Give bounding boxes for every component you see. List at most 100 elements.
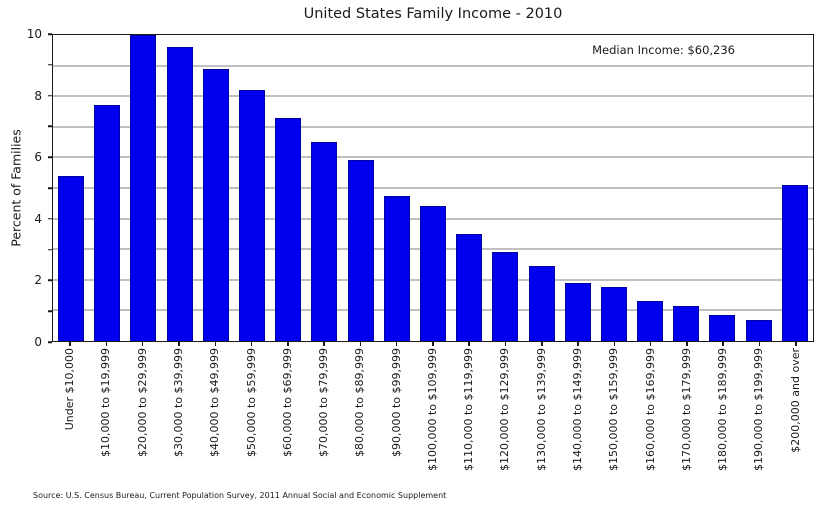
y-tick-mark (48, 156, 52, 158)
y-tick-label: 10 (26, 27, 42, 41)
bar-4 (202, 68, 229, 341)
bar-1 (94, 105, 121, 341)
x-tick-mark (432, 342, 434, 346)
x-tick-mark (504, 342, 507, 346)
x-tick-label: $70,000 to $79,999 (317, 348, 331, 458)
x-axis-labels: Under $10,000 $10,000 to $19,999 $20,000 t… (52, 342, 814, 471)
x-tick-mark (323, 342, 325, 346)
x-tick-label: Under $10,000 (63, 348, 77, 431)
x-slot: $130,000 to $139,999 (524, 342, 560, 471)
gridline (53, 126, 813, 128)
x-tick-mark (686, 342, 688, 346)
x-tick-mark (214, 342, 217, 346)
y-tick-mark (48, 125, 52, 128)
x-tick-mark (722, 342, 724, 346)
x-slot: $190,000 to $199,999 (741, 342, 777, 471)
x-tick-mark (359, 342, 362, 346)
x-slot: $10,000 to $19,999 (88, 342, 124, 471)
x-slot: Under $10,000 (52, 342, 88, 471)
x-slot: $140,000 to $149,999 (560, 342, 596, 471)
x-tick-mark (395, 342, 398, 346)
y-tick-label: 4 (34, 211, 42, 226)
bar-10 (419, 206, 446, 341)
bar-slot (234, 35, 270, 341)
bar-slot (560, 35, 596, 341)
bar-slot (125, 35, 161, 341)
bar-slot (53, 35, 89, 341)
gridline (53, 95, 813, 97)
bar-slot (704, 35, 740, 341)
y-tick-mark (48, 94, 52, 97)
x-tick-label: $170,000 to $179,999 (679, 348, 693, 472)
x-tick-label: $120,000 to $129,999 (498, 348, 512, 472)
x-slot: $170,000 to $179,999 (669, 342, 705, 471)
x-tick-mark (287, 342, 289, 346)
bar-13 (528, 266, 555, 341)
x-tick-mark (69, 342, 71, 346)
x-slot: $20,000 to $29,999 (125, 342, 161, 471)
x-tick-label: $10,000 to $19,999 (99, 348, 113, 458)
x-slot: $120,000 to $129,999 (487, 342, 523, 471)
bar-6 (275, 117, 302, 341)
x-tick-label: $100,000 to $109,999 (425, 348, 439, 472)
bar-7 (311, 142, 338, 341)
gridline (53, 156, 813, 158)
x-tick-mark (178, 342, 180, 346)
bar-20 (781, 184, 808, 341)
x-tick-label: $150,000 to $159,999 (607, 348, 621, 472)
x-tick-label: $40,000 to $49,999 (208, 348, 222, 458)
bar-slot (89, 35, 125, 341)
x-slot: $150,000 to $159,999 (596, 342, 632, 471)
chart-title: United States Family Income - 2010 (303, 6, 563, 22)
x-tick-label: $90,000 to $99,999 (389, 348, 403, 458)
bar-slot (777, 35, 813, 341)
bar-2 (130, 35, 157, 341)
x-tick-label: $60,000 to $69,999 (280, 348, 294, 458)
x-tick-mark (758, 342, 761, 346)
bar-18 (709, 315, 736, 341)
x-tick-mark (541, 342, 543, 346)
bar-slot (632, 35, 668, 341)
x-tick-mark (468, 342, 470, 346)
y-tick-mark (48, 248, 52, 251)
bar-slot (270, 35, 306, 341)
bars (53, 35, 813, 341)
x-tick-mark (795, 342, 797, 346)
x-tick-mark (105, 342, 108, 346)
y-tick-mark (48, 33, 52, 35)
bar-slot (741, 35, 777, 341)
x-slot: $70,000 to $79,999 (306, 342, 342, 471)
y-tick-label: 8 (34, 88, 42, 103)
x-slot: $180,000 to $189,999 (705, 342, 741, 471)
x-tick-label: $50,000 to $59,999 (244, 348, 258, 458)
bar-slot (198, 35, 234, 341)
median-income-annotation: Median Income: $60,236 (592, 43, 735, 57)
x-tick-mark (649, 342, 652, 346)
x-tick-label: $80,000 to $89,999 (353, 348, 367, 458)
bar-slot (523, 35, 559, 341)
y-tick-mark (48, 341, 52, 343)
x-slot: $30,000 to $39,999 (161, 342, 197, 471)
y-tick-mark (48, 279, 52, 282)
x-tick-label: $130,000 to $139,999 (534, 348, 548, 472)
y-tick-label: 6 (34, 150, 42, 165)
source-note: Source: U.S. Census Bureau, Current Popu… (33, 491, 447, 500)
bar-slot (451, 35, 487, 341)
bar-0 (58, 175, 85, 341)
bar-12 (492, 252, 519, 341)
bar-slot (343, 35, 379, 341)
bar-slot (415, 35, 451, 341)
bar-16 (637, 301, 664, 341)
y-axis: 0 2 4 6 8 10 (0, 27, 52, 349)
y-tick-mark (48, 64, 52, 66)
x-tick-mark (577, 342, 579, 346)
x-slot: $100,000 to $109,999 (415, 342, 451, 471)
bar-14 (564, 282, 591, 341)
bar-5 (239, 90, 266, 341)
bar-9 (383, 195, 410, 341)
x-tick-label: $20,000 to $29,999 (135, 348, 149, 458)
bar-slot (162, 35, 198, 341)
y-tick-mark (48, 310, 52, 312)
gridline (53, 187, 813, 189)
